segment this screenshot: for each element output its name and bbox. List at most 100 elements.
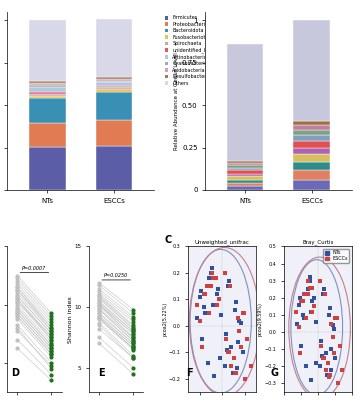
- Point: [14, 304, 20, 311]
- Point: [308, 308, 314, 315]
- Bar: [29, 98, 65, 123]
- Point: [130, 352, 136, 359]
- Point: [228, 283, 233, 289]
- Point: [293, 308, 299, 315]
- Point: [226, 349, 232, 356]
- Point: [130, 334, 136, 341]
- Point: [48, 354, 54, 360]
- Point: [210, 302, 216, 308]
- Legend: Firmicutes, Proteobacteria, Bacteroidota, Fusobacteriota, Spirochaeta, unidentif: Firmicutes, Proteobacteria, Bacteroidota…: [164, 14, 226, 87]
- Point: [198, 288, 204, 295]
- Point: [48, 325, 54, 331]
- Point: [14, 310, 20, 317]
- Point: [14, 313, 20, 320]
- Point: [211, 373, 217, 379]
- Bar: [95, 81, 132, 82]
- Point: [325, 360, 331, 366]
- Point: [14, 307, 20, 314]
- Point: [313, 360, 318, 366]
- Text: F: F: [187, 368, 193, 378]
- Point: [130, 345, 136, 352]
- Point: [320, 354, 326, 361]
- Point: [130, 340, 136, 347]
- Point: [48, 330, 54, 337]
- Point: [248, 362, 254, 369]
- Point: [321, 286, 327, 292]
- Point: [48, 336, 54, 343]
- Point: [48, 328, 54, 334]
- Point: [296, 302, 302, 308]
- Y-axis label: Relative Abundance at Genus Level: Relative Abundance at Genus Level: [174, 52, 179, 150]
- Point: [48, 319, 54, 325]
- Point: [14, 275, 20, 282]
- Point: [96, 306, 102, 313]
- Point: [307, 274, 312, 280]
- Point: [48, 342, 54, 349]
- Point: [130, 322, 136, 328]
- Bar: [95, 86, 132, 87]
- Point: [204, 283, 209, 289]
- Bar: [29, 92, 65, 94]
- Bar: [227, 168, 264, 170]
- Point: [96, 322, 102, 328]
- Point: [96, 302, 102, 308]
- Point: [96, 290, 102, 297]
- Point: [96, 312, 102, 319]
- Point: [326, 312, 331, 318]
- Point: [96, 314, 102, 320]
- Point: [130, 355, 136, 361]
- Point: [325, 372, 330, 378]
- Point: [48, 366, 54, 372]
- Point: [48, 334, 54, 340]
- Point: [14, 296, 20, 302]
- Point: [337, 342, 342, 349]
- Point: [14, 328, 20, 334]
- Point: [48, 351, 54, 357]
- Point: [215, 286, 221, 292]
- Point: [222, 270, 228, 276]
- Point: [328, 346, 334, 352]
- Point: [321, 354, 327, 361]
- Point: [130, 355, 136, 361]
- Point: [234, 365, 240, 371]
- Point: [14, 322, 20, 328]
- Point: [206, 275, 212, 282]
- Point: [225, 283, 231, 289]
- Point: [96, 293, 102, 299]
- Point: [307, 284, 312, 291]
- Point: [130, 346, 136, 353]
- Point: [232, 307, 238, 313]
- Point: [130, 343, 136, 349]
- Point: [332, 315, 338, 322]
- Point: [48, 313, 54, 320]
- Point: [130, 314, 136, 320]
- Point: [308, 377, 314, 383]
- Point: [299, 298, 304, 304]
- Point: [96, 280, 102, 286]
- Point: [238, 344, 243, 350]
- Point: [130, 338, 136, 344]
- Point: [96, 288, 102, 294]
- Point: [130, 318, 136, 325]
- Point: [14, 298, 20, 305]
- Bar: [227, 174, 264, 176]
- Point: [296, 324, 302, 330]
- Point: [14, 278, 20, 284]
- Point: [96, 315, 102, 321]
- Bar: [294, 162, 330, 170]
- Point: [317, 278, 323, 284]
- Title: Unweighted_unifrac: Unweighted_unifrac: [195, 240, 250, 245]
- Point: [301, 291, 307, 298]
- Point: [297, 295, 303, 301]
- Bar: [227, 183, 264, 186]
- Point: [48, 342, 54, 349]
- Point: [339, 366, 345, 373]
- Point: [300, 312, 306, 318]
- Point: [294, 320, 300, 327]
- Bar: [29, 123, 65, 147]
- Point: [130, 330, 136, 337]
- Bar: [294, 121, 330, 126]
- Point: [319, 353, 325, 359]
- Point: [197, 294, 202, 300]
- Text: G: G: [271, 368, 279, 378]
